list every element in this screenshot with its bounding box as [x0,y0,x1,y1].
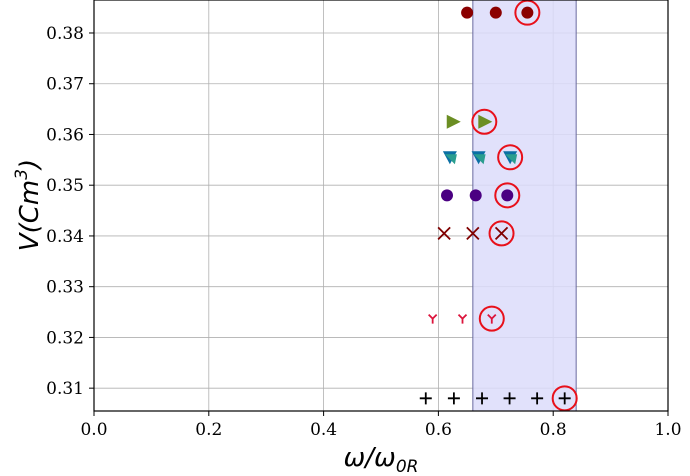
y-axis-label-main: V(Cm [15,180,45,251]
y-tick-label: 0.34 [46,227,84,247]
highlight-circles [471,0,578,412]
circle-marker [469,189,482,202]
y-tick-label: 0.31 [46,379,84,399]
triangle-overlay-marker [444,154,457,165]
highlight-circle [488,220,515,247]
data-points [419,6,571,405]
y-tick-label: 0.36 [46,125,84,145]
x-marker [494,226,509,241]
highlight-circle [471,108,498,135]
circle-marker [521,6,534,19]
circle-marker [501,189,514,202]
plus-marker [447,392,460,405]
plus-marker [503,392,516,405]
y-axis-label: V(Cm3) [12,159,45,251]
x-axis-label-main: ω/ω [344,443,396,473]
tri-down-marker [487,314,497,324]
y-axis-label-close: ) [15,159,45,171]
y-tick-label: 0.35 [46,176,84,196]
plot-frame [93,0,669,412]
y-axis-label-superscript: 3 [12,169,32,180]
triangle-overlay-marker [505,154,518,165]
plus-marker [476,392,489,405]
triangle-right-marker [478,114,493,129]
highlight-circle [497,144,524,171]
tri-down-marker [428,314,438,324]
grid-lines [93,0,669,411]
highlighted-omega-band [472,0,577,412]
y-tick-label: 0.33 [46,278,84,298]
triangle-overlay-marker [473,154,486,165]
axis-ticks: 0.0 0.2 0.4 0.6 0.8 1.0 0.31 0.32 0.33 0.34 0.35 0.… [46,24,681,440]
x-tick-label: 0.0 [80,420,107,440]
tri-down-marker [457,314,468,324]
x-tick-label: 1.0 [654,420,681,440]
highlight-circle [494,182,521,209]
y-tick-label: 0.37 [46,75,84,95]
plus-marker [531,392,544,405]
x-tick-label: 0.4 [310,420,337,440]
highlight-circle [478,305,505,332]
highlight-circle [514,0,541,26]
circle-marker [489,6,502,19]
circle-marker [461,6,474,19]
x-tick-label: 0.6 [425,420,452,440]
x-marker [466,226,480,241]
y-tick-label: 0.32 [46,328,84,348]
x-tick-label: 0.8 [540,420,567,440]
highlight-circle [551,385,578,412]
circle-marker [441,189,454,202]
x-marker [437,226,451,241]
plus-marker [419,392,432,405]
x-axis-label: ω/ω0R [344,443,419,476]
y-tick-label: 0.38 [46,24,84,44]
triangle-right-marker [446,114,461,129]
plus-marker [558,392,571,405]
x-axis-label-subscript: 0R [396,457,419,476]
x-tick-label: 0.2 [195,420,222,440]
